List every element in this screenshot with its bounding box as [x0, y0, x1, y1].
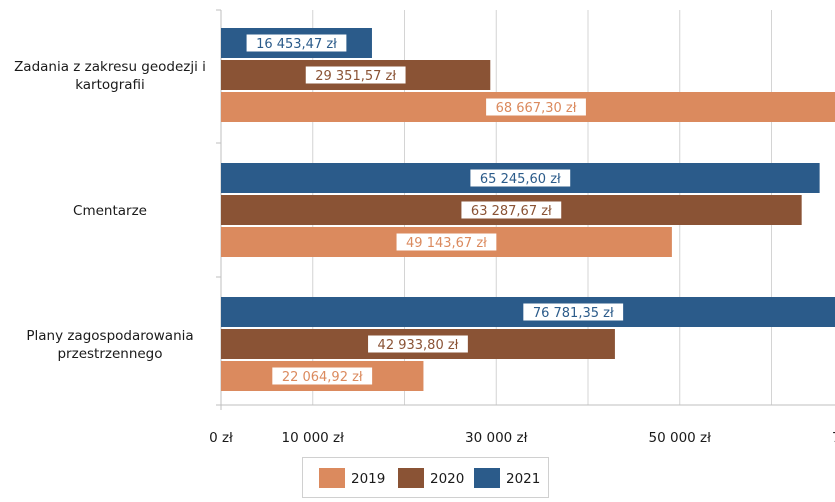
data-label-2020-2: 42 933,80 zł: [378, 338, 459, 353]
data-label-2019-1: 49 143,67 zł: [406, 236, 487, 251]
x-tick-label: 70 000 zł: [832, 430, 835, 446]
data-label-box: [367, 334, 469, 354]
data-label-box: [395, 232, 498, 252]
data-label-box: [469, 168, 572, 188]
data-label-2019-2: 22 064,92 zł: [282, 370, 363, 385]
legend-label-2021: 2021: [506, 471, 540, 487]
x-tick-label: 10 000 zł: [282, 430, 345, 446]
legend-swatch-2020: [398, 468, 424, 488]
x-tick-label: 0 zł: [209, 430, 233, 446]
data-label-box: [485, 97, 587, 117]
legend-swatch-2019: [319, 468, 345, 488]
legend-label-2019: 2019: [351, 471, 385, 487]
data-label-box: [460, 200, 563, 220]
data-label-2019-0: 68 667,30 zł: [496, 101, 577, 116]
x-tick-label: 50 000 zł: [649, 430, 712, 446]
category-label: Zadania z zakresu geodezji i kartografii: [14, 59, 206, 93]
data-label-2021-0: 16 453,47 zł: [256, 37, 337, 52]
legend-label-2020: 2020: [430, 471, 464, 487]
legend-swatch-2021: [474, 468, 500, 488]
x-tick-label: 30 000 zł: [465, 430, 528, 446]
data-label-box: [522, 302, 625, 322]
data-label-box: [271, 366, 374, 386]
data-label-2021-2: 76 781,35 zł: [533, 306, 614, 321]
data-label-2021-1: 65 245,60 zł: [480, 172, 561, 187]
category-label: Plany zagospodarowania przestrzennego: [26, 328, 193, 362]
data-label-box: [245, 33, 348, 53]
category-label: Cmentarze: [73, 203, 147, 219]
data-label-2020-1: 63 287,67 zł: [471, 204, 552, 219]
data-label-2020-0: 29 351,57 zł: [315, 69, 396, 84]
data-label-box: [304, 65, 407, 85]
